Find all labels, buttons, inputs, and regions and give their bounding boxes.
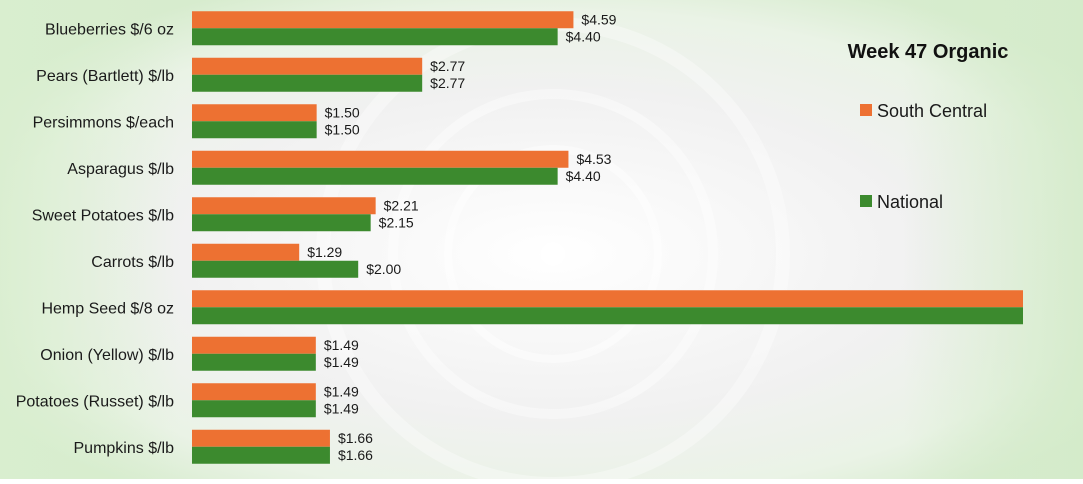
legend-swatch-national [860,195,872,207]
data-label-south-central-sweet-potatoes-lb: $2.21 [384,197,419,213]
legend-label-national: National [877,192,943,212]
bar-south-central-hemp-seed-8-oz [192,290,1023,308]
data-label-south-central-pears-bartlett-lb: $2.77 [430,58,465,74]
bar-national-persimmons-each [192,121,317,139]
legend: South Central National [860,101,987,212]
chart-background-right-tint [903,0,1083,479]
data-label-national-sweet-potatoes-lb: $2.15 [379,214,414,230]
data-label-south-central-potatoes-russet-lb: $1.49 [324,383,359,399]
bar-south-central-persimmons-each [192,104,317,122]
bar-national-sweet-potatoes-lb [192,214,371,232]
data-label-south-central-persimmons-each: $1.50 [325,104,360,120]
category-label-onion-yellow-lb: Onion (Yellow) $/lb [40,347,174,364]
bar-south-central-pumpkins-lb [192,429,330,447]
data-label-south-central-blueberries-6-oz: $4.59 [581,11,616,27]
category-label-carrots-lb: Carrots $/lb [91,254,174,271]
bar-national-pears-bartlett-lb [192,74,423,92]
bar-national-asparagus-lb [192,167,558,185]
bar-south-central-carrots-lb [192,243,300,261]
category-label-pumpkins-lb: Pumpkins $/lb [74,440,175,457]
bar-south-central-asparagus-lb [192,150,569,168]
data-label-national-asparagus-lb: $4.40 [566,168,601,184]
decorative-rings [316,17,790,484]
legend-label-south-central: South Central [877,101,987,121]
bar-south-central-pears-bartlett-lb [192,57,423,75]
category-label-pears-bartlett-lb: Pears (Bartlett) $/lb [36,68,174,85]
bar-national-hemp-seed-8-oz [192,307,1023,325]
data-label-south-central-asparagus-lb: $4.53 [576,151,611,167]
bar-south-central-onion-yellow-lb [192,336,316,354]
data-label-south-central-carrots-lb: $1.29 [307,244,342,260]
bar-south-central-sweet-potatoes-lb [192,197,376,215]
bar-national-onion-yellow-lb [192,353,316,371]
category-label-persimmons-each: Persimmons $/each [33,114,174,131]
bar-national-potatoes-russet-lb [192,400,316,418]
data-label-national-blueberries-6-oz: $4.40 [566,28,601,44]
category-label-asparagus-lb: Asparagus $/lb [67,161,174,178]
data-label-national-persimmons-each: $1.50 [325,121,360,137]
category-label-hemp-seed-8-oz: Hemp Seed $/8 oz [41,300,174,317]
legend-swatch-south-central [860,104,872,116]
data-label-national-pears-bartlett-lb: $2.77 [430,75,465,91]
data-label-national-carrots-lb: $2.00 [366,261,401,277]
bar-national-carrots-lb [192,260,359,278]
chart-background-left-tint [0,0,180,479]
category-label-blueberries-6-oz: Blueberries $/6 oz [45,21,174,38]
data-label-national-onion-yellow-lb: $1.49 [324,354,359,370]
chart-title: Week 47 Organic [848,41,1009,63]
bar-national-blueberries-6-oz [192,28,558,46]
bar-national-pumpkins-lb [192,446,330,464]
category-label-potatoes-russet-lb: Potatoes (Russet) $/lb [16,393,174,410]
data-label-south-central-onion-yellow-lb: $1.49 [324,337,359,353]
data-label-south-central-pumpkins-lb: $1.66 [338,430,373,446]
data-label-national-pumpkins-lb: $1.66 [338,447,373,463]
data-label-national-potatoes-russet-lb: $1.49 [324,400,359,416]
category-label-sweet-potatoes-lb: Sweet Potatoes $/lb [32,207,174,224]
bar-south-central-potatoes-russet-lb [192,383,316,401]
bar-south-central-blueberries-6-oz [192,11,574,29]
